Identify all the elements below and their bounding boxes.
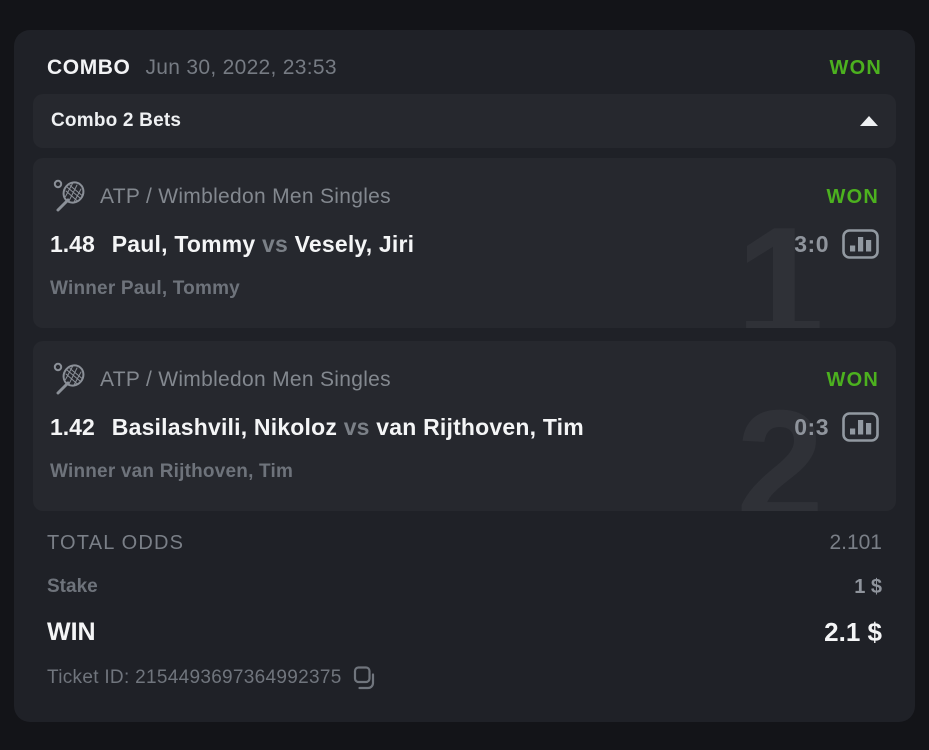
bet-market-row: Winner Paul, Tommy [50,278,879,300]
bet-card-1: 1 ATP / Wimbledon Men Singles WON 1.48 P… [33,158,896,328]
bet-status-badge: WON [826,185,879,208]
bar-chart-icon[interactable] [842,229,879,259]
bet-match-row: 1.48 Paul, Tommy vs Vesely, Jiri 3:0 [50,227,879,261]
total-odds-row: TOTAL ODDS 2.101 [33,521,896,565]
win-label: WIN [47,617,96,646]
bet-card-2: 2 ATP / Wimbledon Men Singles WON 1.42 B… [33,341,896,511]
match-name: Basilashvili, Nikoloz vs van Rijthoven, … [112,414,584,441]
away-player: Vesely, Jiri [294,230,415,257]
bet-status-badge: WON [826,368,879,391]
league-label: ATP / Wimbledon Men Singles [100,185,391,208]
home-player: Paul, Tommy [111,230,256,257]
bar-chart-icon[interactable] [842,412,879,442]
bet-match-row: 1.42 Basilashvili, Nikoloz vs van Rijtho… [50,410,879,444]
league-label: ATP / Wimbledon Men Singles [100,368,391,391]
ticket-id-row: Ticket ID: 2154493697364992375 [33,655,896,701]
vs-label: vs [262,230,288,257]
win-value: 2.1 $ [824,616,882,647]
stake-label: Stake [47,576,98,597]
score-group: 3:0 [794,229,879,259]
away-player: van Rijthoven, Tim [376,413,584,440]
bet-odds: 1.48 [50,230,95,257]
match-name: Paul, Tommy vs Vesely, Jiri [112,231,414,258]
ticket-id-label: Ticket ID: [47,667,130,688]
bet-index-watermark: 2 [736,387,824,511]
stake-value: 1 $ [854,575,882,598]
tennis-racket-icon [53,362,85,395]
combo-toggle-bar[interactable]: Combo 2 Bets [33,94,896,148]
home-player: Basilashvili, Nikoloz [111,413,338,440]
market-selection: Winner Paul, Tommy [50,278,240,299]
total-odds-value: 2.101 [829,531,882,554]
market-selection: Winner van Rijthoven, Tim [50,461,294,482]
vs-label: vs [343,413,370,440]
bet-market-row: Winner van Rijthoven, Tim [50,461,879,483]
total-odds-label: TOTAL ODDS [47,531,185,554]
bet-league-row: ATP / Wimbledon Men Singles WON [50,179,879,214]
ticket-status-badge: WON [829,56,882,79]
ticket-type-label: COMBO [47,56,131,79]
bet-odds: 1.42 [50,413,95,440]
ticket-id-text: Ticket ID: 2154493697364992375 [47,667,342,689]
ticket-datetime: Jun 30, 2022, 23:53 [145,56,337,79]
bet-league-row: ATP / Wimbledon Men Singles WON [50,362,879,397]
bet-index-watermark: 1 [736,204,824,328]
tennis-racket-icon [53,179,85,212]
copy-icon[interactable] [353,665,377,691]
score-group: 0:3 [794,412,879,442]
combo-ticket-card: COMBO Jun 30, 2022, 23:53 WON Combo 2 Be… [14,30,915,722]
stake-row: Stake 1 $ [33,565,896,609]
ticket-id-value: 2154493697364992375 [135,667,342,688]
win-row: WIN 2.1 $ [33,609,896,655]
combo-bets-label: Combo 2 Bets [51,110,182,131]
ticket-header: COMBO Jun 30, 2022, 23:53 WON [33,30,896,92]
match-score: 3:0 [794,230,829,257]
match-score: 0:3 [794,413,829,440]
chevron-up-icon [860,116,878,126]
